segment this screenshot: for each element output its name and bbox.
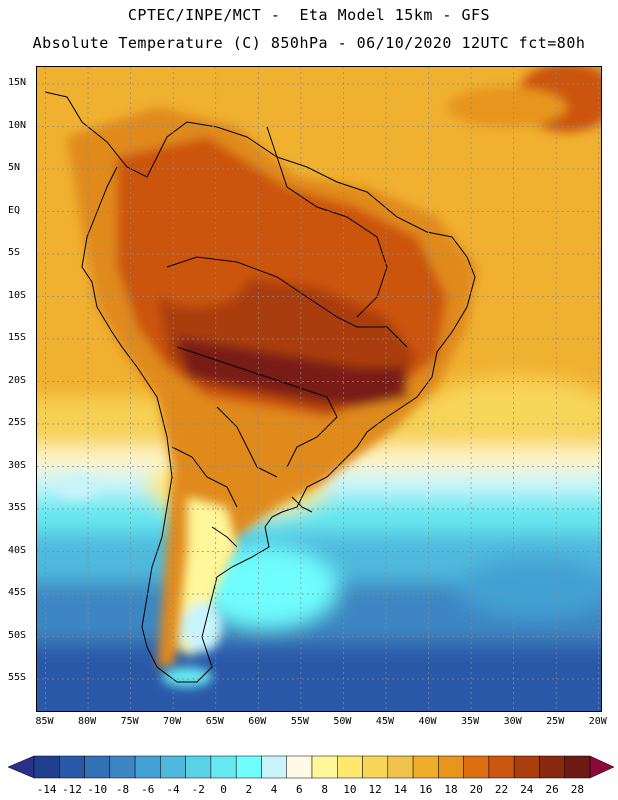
lon-tick-label: 70W <box>163 716 182 727</box>
colorbar-tick-label: 14 <box>394 783 408 796</box>
lat-tick-label: 45S <box>8 587 27 598</box>
colorbar-tick-label: 18 <box>444 783 457 796</box>
colorbar-tick-label: 0 <box>220 783 227 796</box>
colorbar-tick-label: 28 <box>571 783 584 796</box>
colorbar-swatch <box>438 755 464 779</box>
colorbar-swatch <box>362 755 389 779</box>
lon-tick-label: 80W <box>78 716 97 727</box>
map-title-line-2: Absolute Temperature (C) 850hPa - 06/10/… <box>32 34 586 52</box>
lat-tick-label: 5S <box>8 247 21 258</box>
colorbar-tick-label: 10 <box>343 783 356 796</box>
lon-tick-label: 50W <box>333 716 352 727</box>
colorbar-swatch <box>311 755 338 779</box>
colorbar-swatch <box>59 755 85 779</box>
temperature-map <box>36 66 602 712</box>
lon-tick-label: 25W <box>546 716 565 727</box>
colorbar-swatch <box>235 755 262 779</box>
lat-tick-label: 25S <box>8 417 27 428</box>
lat-tick-label: EQ <box>8 204 21 216</box>
colorbar-under-arrow <box>7 755 35 779</box>
colorbar-swatch <box>210 755 237 779</box>
lon-tick-label: 75W <box>120 716 139 727</box>
colorbar-tick-label: -6 <box>141 783 154 796</box>
colorbar-swatch <box>109 755 136 779</box>
lon-tick-label: 55W <box>290 716 309 727</box>
lon-tick-label: 40W <box>418 716 437 727</box>
color-scale-legend: -14 -12 -10 -8 -6 -4 -2 0 2 4 6 8 10 12 14 16 18 20 22 24 26… <box>7 755 615 796</box>
lat-tick-label: 15S <box>8 332 27 343</box>
continent-heat <box>67 67 601 667</box>
colorbar-swatch <box>463 755 490 779</box>
lon-tick-label: 65W <box>205 716 224 727</box>
lat-tick-label: 40S <box>8 544 27 556</box>
colorbar-swatch <box>286 755 313 779</box>
colorbar-swatch <box>488 755 515 779</box>
colorbar-swatch <box>337 755 363 779</box>
lat-lon-grid <box>37 67 601 711</box>
colorbar-swatch <box>185 755 212 779</box>
lat-tick-label: 50S <box>8 629 27 641</box>
colorbar-over-arrow <box>589 755 615 779</box>
colorbar-swatch <box>564 755 591 779</box>
lat-tick-label: 30S <box>8 459 27 471</box>
colorbar-tick-label: 24 <box>520 783 534 796</box>
colorbar-swatch <box>33 755 60 779</box>
lat-tick-label: 20S <box>8 374 27 386</box>
lon-tick-label: 20W <box>588 716 607 727</box>
colorbar-tick-label: -4 <box>166 783 180 796</box>
lon-tick-label: 85W <box>35 716 54 727</box>
lat-tick-label: 55S <box>8 672 27 683</box>
colorbar-swatch <box>412 755 439 779</box>
colorbar-tick-label: 22 <box>495 783 508 796</box>
colorbar-tick-label: -12 <box>62 783 82 796</box>
colorbar-swatch <box>261 755 287 779</box>
colorbar-tick-label: 26 <box>545 783 558 796</box>
colorbar-tick-label: 8 <box>321 783 328 796</box>
colorbar-tick-label: -10 <box>87 783 107 796</box>
temperature-field <box>37 67 601 711</box>
lat-tick-label: 15N <box>8 77 27 88</box>
lat-tick-label: 10N <box>8 119 27 131</box>
colorbar-tick-label: -14 <box>37 783 57 796</box>
patagonia-cool <box>57 475 237 687</box>
lat-tick-label: 5N <box>8 162 21 173</box>
colorbar-tick-label: 16 <box>419 783 432 796</box>
colorbar-swatch <box>160 755 186 779</box>
colorbar-swatch <box>539 755 565 779</box>
colorbar-swatch <box>134 755 161 779</box>
colorbar-tick-label: 6 <box>296 783 303 796</box>
colorbar-tick-label: 4 <box>271 783 278 796</box>
colorbar-tick-label: 2 <box>246 783 253 796</box>
lat-tick-label: 10S <box>8 289 27 301</box>
colorbar-swatch <box>387 755 414 779</box>
coastlines <box>44 91 476 683</box>
colorbar-tick-label: -8 <box>116 783 129 796</box>
map-title-line-1: CPTEC/INPE/MCT - Eta Model 15km - GFS <box>127 6 491 24</box>
colorbar-swatch <box>513 755 540 779</box>
lon-tick-label: 45W <box>375 716 394 727</box>
colorbar-tick-label: 20 <box>470 783 483 796</box>
colorbar-tick-label: -2 <box>192 783 205 796</box>
lon-tick-label: 60W <box>248 716 267 727</box>
lat-tick-label: 35S <box>8 502 27 513</box>
lon-tick-label: 35W <box>461 716 480 727</box>
colorbar-swatch <box>84 755 111 779</box>
lon-tick-label: 30W <box>503 716 522 727</box>
colorbar-tick-label: 12 <box>369 783 382 796</box>
